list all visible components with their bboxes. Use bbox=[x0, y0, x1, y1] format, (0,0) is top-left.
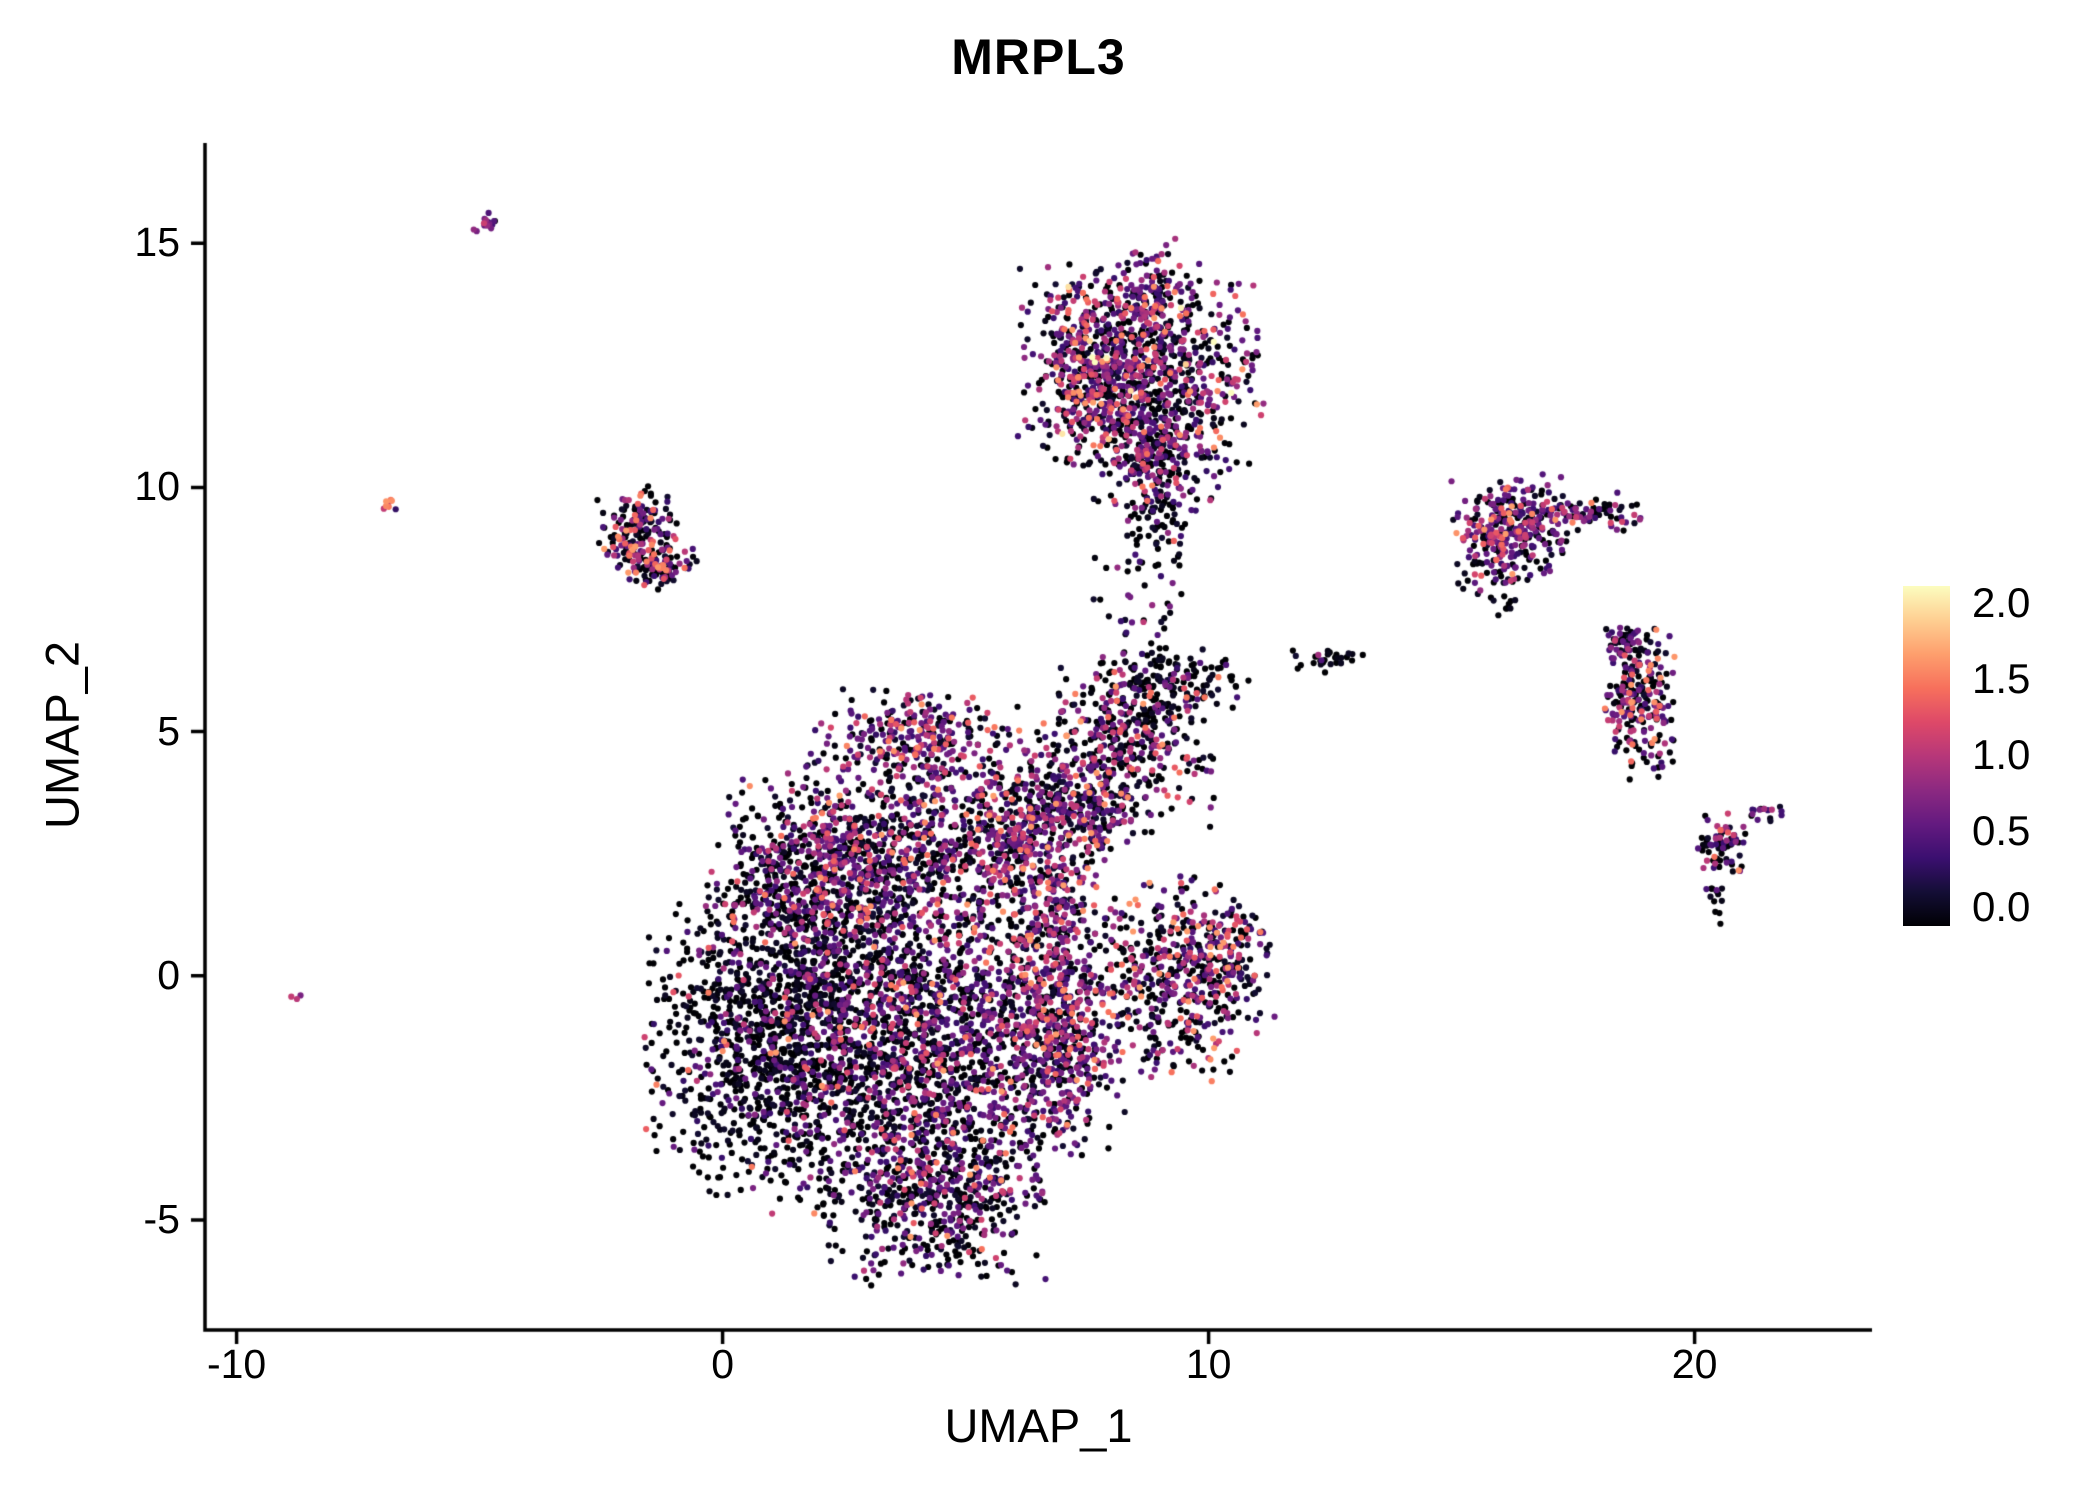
colorbar-tick-label: 1.0 bbox=[1972, 731, 2031, 778]
colorbar-tick-label: 0.5 bbox=[1972, 807, 2031, 854]
x-axis-tick-label: 20 bbox=[1671, 1341, 1718, 1387]
y-axis-tick-label: 0 bbox=[157, 951, 180, 998]
colorbar-tick-label: 2.0 bbox=[1972, 579, 2031, 626]
x-axis-tick-label: 0 bbox=[711, 1341, 734, 1387]
y-axis-tick-label: 5 bbox=[157, 707, 180, 754]
y-axis-tick-label: -5 bbox=[143, 1196, 180, 1243]
y-axis-tick-label: 15 bbox=[134, 219, 180, 266]
chart-title: MRPL3 bbox=[951, 29, 1126, 85]
colorbar-tick-label: 1.5 bbox=[1972, 655, 2031, 702]
x-axis-tick-label: -10 bbox=[206, 1341, 267, 1387]
x-axis-label: UMAP_1 bbox=[944, 1399, 1133, 1452]
x-axis-tick-label: 10 bbox=[1185, 1341, 1232, 1387]
y-axis-tick-label: 10 bbox=[134, 463, 180, 510]
expression-colorbar bbox=[1903, 586, 1950, 926]
colorbar-tick-label: 0.0 bbox=[1972, 883, 2031, 930]
